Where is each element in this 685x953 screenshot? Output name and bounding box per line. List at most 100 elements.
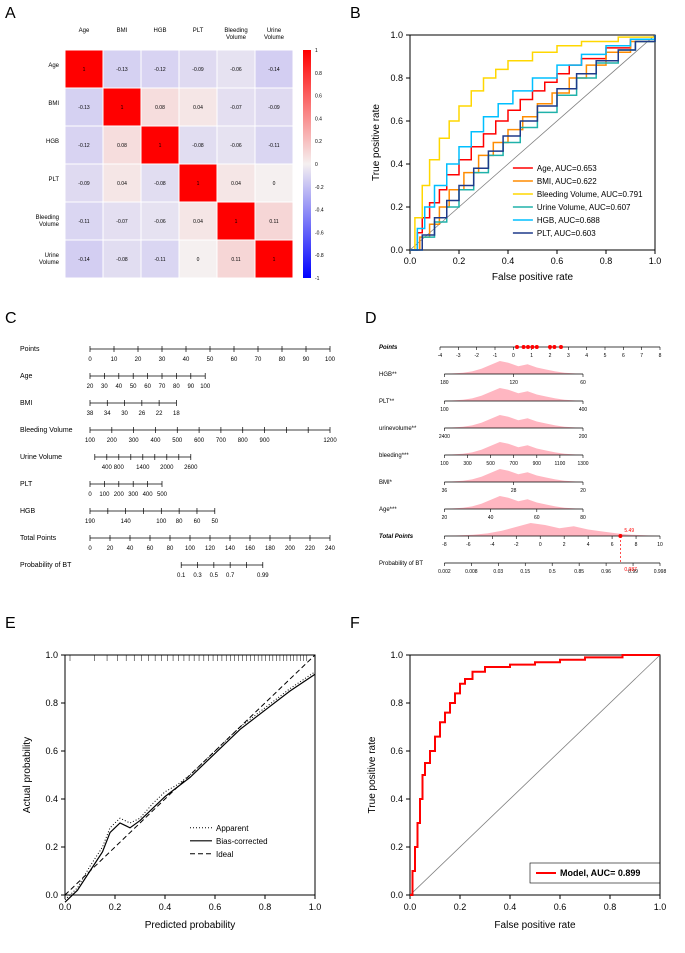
svg-text:190: 190 bbox=[85, 519, 96, 525]
svg-text:6: 6 bbox=[611, 542, 614, 548]
svg-text:0.2: 0.2 bbox=[315, 139, 322, 145]
svg-text:0: 0 bbox=[88, 492, 92, 498]
svg-text:1.0: 1.0 bbox=[390, 650, 403, 660]
svg-text:Age: Age bbox=[79, 28, 90, 34]
svg-text:0: 0 bbox=[88, 546, 92, 552]
svg-text:urinevolume**: urinevolume** bbox=[379, 426, 417, 432]
svg-text:-2: -2 bbox=[474, 353, 479, 359]
svg-text:1400: 1400 bbox=[136, 465, 150, 471]
svg-text:Probability of BT: Probability of BT bbox=[20, 562, 72, 569]
svg-text:-1: -1 bbox=[315, 276, 320, 282]
svg-text:1: 1 bbox=[235, 219, 238, 225]
svg-text:HGB: HGB bbox=[46, 139, 59, 145]
svg-text:10: 10 bbox=[111, 357, 118, 363]
svg-text:2000: 2000 bbox=[160, 465, 174, 471]
svg-text:800: 800 bbox=[114, 465, 125, 471]
svg-text:Model, AUC= 0.899: Model, AUC= 0.899 bbox=[560, 868, 640, 878]
svg-text:-0.13: -0.13 bbox=[78, 105, 90, 111]
svg-text:40: 40 bbox=[127, 546, 134, 552]
svg-text:0: 0 bbox=[88, 357, 92, 363]
svg-text:0.2: 0.2 bbox=[45, 842, 58, 852]
svg-text:26: 26 bbox=[138, 411, 145, 417]
svg-text:BMI: BMI bbox=[48, 101, 59, 107]
svg-text:80: 80 bbox=[167, 546, 174, 552]
svg-text:120: 120 bbox=[510, 380, 519, 386]
svg-text:4: 4 bbox=[585, 353, 588, 359]
svg-text:0.08: 0.08 bbox=[117, 143, 127, 149]
svg-text:0.008: 0.008 bbox=[465, 569, 478, 575]
svg-text:Ideal: Ideal bbox=[216, 850, 234, 859]
svg-text:1100: 1100 bbox=[555, 461, 566, 467]
svg-text:False positive rate: False positive rate bbox=[494, 920, 576, 931]
svg-text:0.8: 0.8 bbox=[600, 256, 613, 266]
svg-text:0.6: 0.6 bbox=[390, 746, 403, 756]
svg-text:0.6: 0.6 bbox=[551, 256, 564, 266]
svg-text:Age, AUC=0.653: Age, AUC=0.653 bbox=[537, 164, 597, 173]
svg-text:1: 1 bbox=[530, 353, 533, 359]
svg-text:400: 400 bbox=[143, 492, 154, 498]
svg-text:900: 900 bbox=[260, 438, 271, 444]
svg-text:0.5: 0.5 bbox=[210, 573, 219, 579]
panel-d-label: D bbox=[365, 310, 377, 328]
svg-text:-8: -8 bbox=[442, 542, 447, 548]
svg-text:0.6: 0.6 bbox=[45, 746, 58, 756]
svg-text:0.6: 0.6 bbox=[209, 902, 222, 912]
svg-text:PLT**: PLT** bbox=[379, 399, 395, 405]
svg-text:-0.06: -0.06 bbox=[230, 67, 242, 73]
svg-text:1: 1 bbox=[83, 67, 86, 73]
svg-text:60: 60 bbox=[194, 519, 201, 525]
svg-text:Total Points: Total Points bbox=[20, 535, 57, 542]
svg-text:1: 1 bbox=[197, 181, 200, 187]
svg-text:300: 300 bbox=[463, 461, 472, 467]
svg-text:60: 60 bbox=[580, 380, 586, 386]
svg-text:-0.6: -0.6 bbox=[315, 230, 324, 236]
svg-text:PLT: PLT bbox=[48, 177, 59, 183]
svg-text:Volume: Volume bbox=[39, 222, 60, 228]
svg-text:0.5: 0.5 bbox=[549, 569, 556, 575]
roc-multi: 0.00.00.20.20.40.40.60.60.80.81.01.0Fals… bbox=[365, 20, 675, 300]
svg-text:1.0: 1.0 bbox=[649, 256, 662, 266]
svg-text:20: 20 bbox=[135, 357, 142, 363]
svg-text:80: 80 bbox=[176, 519, 183, 525]
svg-text:100: 100 bbox=[99, 492, 110, 498]
svg-text:Volume: Volume bbox=[264, 35, 285, 41]
svg-text:3: 3 bbox=[567, 353, 570, 359]
svg-text:bleeding***: bleeding*** bbox=[379, 453, 409, 459]
svg-text:700: 700 bbox=[510, 461, 519, 467]
svg-text:-0.11: -0.11 bbox=[78, 219, 89, 225]
svg-text:1.0: 1.0 bbox=[654, 902, 667, 912]
svg-text:180: 180 bbox=[265, 546, 276, 552]
svg-text:Bias-corrected: Bias-corrected bbox=[216, 837, 268, 846]
svg-text:-3: -3 bbox=[456, 353, 461, 359]
svg-text:0.04: 0.04 bbox=[193, 219, 203, 225]
svg-text:300: 300 bbox=[128, 492, 139, 498]
svg-text:0.0: 0.0 bbox=[390, 890, 403, 900]
svg-text:0.998: 0.998 bbox=[654, 569, 667, 575]
svg-text:Urine Volume, AUC=0.607: Urine Volume, AUC=0.607 bbox=[537, 203, 631, 212]
svg-text:30: 30 bbox=[121, 411, 128, 417]
panel-f-label: F bbox=[350, 615, 360, 633]
svg-text:8: 8 bbox=[659, 353, 662, 359]
svg-text:70: 70 bbox=[159, 384, 166, 390]
svg-text:Bleeding: Bleeding bbox=[224, 28, 247, 34]
svg-text:0.8: 0.8 bbox=[390, 698, 403, 708]
svg-text:0.8: 0.8 bbox=[390, 73, 403, 83]
svg-text:PLT: PLT bbox=[20, 481, 33, 488]
svg-text:-1: -1 bbox=[493, 353, 498, 359]
svg-text:22: 22 bbox=[156, 411, 163, 417]
svg-text:2600: 2600 bbox=[184, 465, 198, 471]
svg-text:0.2: 0.2 bbox=[454, 902, 467, 912]
svg-text:7: 7 bbox=[640, 353, 643, 359]
svg-text:1300: 1300 bbox=[577, 461, 588, 467]
svg-text:500: 500 bbox=[486, 461, 495, 467]
svg-text:0.04: 0.04 bbox=[193, 105, 203, 111]
svg-text:4: 4 bbox=[587, 542, 590, 548]
svg-text:0.6: 0.6 bbox=[554, 902, 567, 912]
svg-text:20: 20 bbox=[580, 488, 586, 494]
svg-text:0.8: 0.8 bbox=[45, 698, 58, 708]
svg-text:-0.14: -0.14 bbox=[268, 67, 280, 73]
svg-text:Probability of BT: Probability of BT bbox=[379, 561, 423, 567]
svg-text:2: 2 bbox=[549, 353, 552, 359]
svg-text:0.03: 0.03 bbox=[493, 569, 503, 575]
svg-text:100: 100 bbox=[85, 438, 96, 444]
